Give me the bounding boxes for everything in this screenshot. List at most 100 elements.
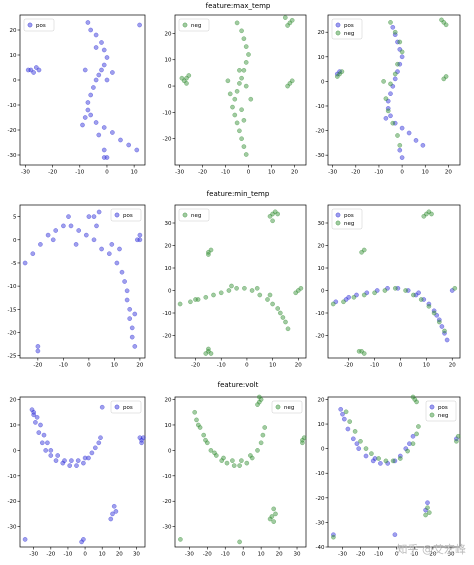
data-point bbox=[53, 228, 59, 233]
y-tick-label: 30 bbox=[318, 221, 325, 227]
data-point bbox=[248, 96, 254, 102]
x-tick-label: 0 bbox=[105, 170, 109, 176]
data-point bbox=[99, 67, 104, 73]
data-point bbox=[441, 20, 447, 25]
data-point bbox=[108, 516, 114, 522]
data-point bbox=[397, 456, 403, 461]
data-point bbox=[34, 414, 40, 420]
y-tick-label: -20 bbox=[316, 129, 325, 135]
row-title-min-temp: feature:min_temp bbox=[207, 190, 270, 198]
y-tick-label: -20 bbox=[8, 128, 17, 134]
data-point bbox=[69, 458, 74, 463]
plot-frame bbox=[174, 396, 307, 548]
plot-frame bbox=[19, 14, 146, 166]
data-point bbox=[395, 133, 400, 138]
x-tick-label: -20 bbox=[351, 170, 360, 176]
x-tick-label: 20 bbox=[445, 170, 452, 176]
legend: pos neg bbox=[425, 400, 457, 422]
data-point bbox=[410, 433, 416, 439]
x-tick-label: -30 bbox=[21, 170, 30, 176]
y-tick-label: 20 bbox=[10, 398, 17, 404]
panel-volt-pos: -30 -20 -10 0 10 20 30 -30 -20 -10 0 10 20 pos bbox=[8, 396, 146, 558]
data-point bbox=[275, 211, 281, 217]
series-neg bbox=[178, 394, 307, 545]
x-tick-label: -20 bbox=[46, 552, 55, 558]
data-point bbox=[31, 409, 37, 415]
data-point bbox=[388, 113, 393, 119]
data-point bbox=[339, 69, 345, 74]
data-point bbox=[117, 246, 122, 252]
y-tick-label: -10 bbox=[8, 474, 17, 480]
x-tick-label: -10 bbox=[75, 170, 84, 176]
data-point bbox=[84, 232, 89, 238]
data-point bbox=[425, 500, 430, 506]
data-point bbox=[33, 420, 38, 425]
x-tick-label: -10 bbox=[59, 363, 68, 369]
y-tick-label: 0 bbox=[168, 84, 172, 90]
data-point bbox=[397, 453, 403, 459]
x-tick-label: 20 bbox=[116, 552, 123, 558]
data-point bbox=[434, 312, 440, 318]
data-point bbox=[62, 458, 67, 463]
data-point bbox=[343, 409, 349, 415]
data-point bbox=[38, 422, 43, 428]
data-point bbox=[399, 49, 405, 55]
data-point bbox=[74, 463, 79, 468]
data-point bbox=[75, 458, 81, 463]
data-point bbox=[93, 45, 99, 50]
data-point bbox=[137, 232, 143, 238]
data-point bbox=[88, 112, 93, 118]
data-point bbox=[126, 142, 131, 148]
data-point bbox=[93, 77, 99, 83]
data-point bbox=[374, 288, 380, 293]
data-point bbox=[208, 448, 214, 453]
data-point bbox=[61, 223, 66, 229]
data-point bbox=[341, 299, 346, 305]
data-point bbox=[416, 290, 421, 296]
y-tick-label: -10 bbox=[163, 474, 172, 480]
x-tick-label: -30 bbox=[185, 552, 194, 558]
legend-box bbox=[271, 400, 303, 414]
row-title-max-temp: feature:max_temp bbox=[206, 2, 271, 10]
data-point bbox=[392, 532, 398, 538]
legend-box bbox=[110, 208, 142, 222]
legend-box bbox=[331, 208, 363, 230]
data-point bbox=[356, 446, 362, 451]
data-point bbox=[119, 269, 125, 275]
y-tick-label: 0 bbox=[168, 289, 172, 295]
data-point bbox=[372, 290, 377, 296]
series-pos bbox=[25, 20, 142, 160]
legend-box bbox=[178, 208, 210, 222]
x-tick-label: 10 bbox=[268, 170, 275, 176]
x-tick-label: 0 bbox=[245, 363, 249, 369]
data-point bbox=[96, 132, 102, 138]
data-point bbox=[206, 252, 211, 257]
series-pos bbox=[22, 404, 146, 545]
data-point bbox=[230, 458, 235, 463]
x-tick-label: 20 bbox=[449, 363, 456, 369]
data-point bbox=[93, 32, 99, 38]
data-point bbox=[234, 285, 239, 291]
data-point bbox=[96, 440, 102, 446]
data-point bbox=[337, 71, 342, 77]
data-point bbox=[212, 450, 217, 456]
data-point bbox=[436, 319, 442, 325]
data-point bbox=[385, 106, 391, 111]
y-tick-label: 30 bbox=[165, 221, 172, 227]
data-point bbox=[256, 394, 262, 400]
legend-label: pos bbox=[344, 23, 354, 29]
data-point bbox=[407, 441, 412, 447]
y-tick-label: 5 bbox=[13, 215, 17, 221]
data-point bbox=[341, 416, 347, 422]
data-point bbox=[416, 424, 421, 429]
x-tick-label: -20 bbox=[191, 363, 200, 369]
legend-marker bbox=[182, 22, 188, 28]
y-tick-label: -10 bbox=[316, 471, 325, 477]
y-tick-label: 20 bbox=[318, 397, 325, 403]
panel-min_temp-pos+neg: -20 -10 0 10 20 -20 -10 0 10 20 30 pos neg bbox=[316, 204, 461, 369]
legend-label: pos bbox=[36, 23, 46, 29]
x-tick-label: -10 bbox=[374, 552, 383, 558]
data-point bbox=[399, 54, 405, 60]
data-point bbox=[444, 337, 450, 343]
data-point bbox=[381, 79, 386, 84]
